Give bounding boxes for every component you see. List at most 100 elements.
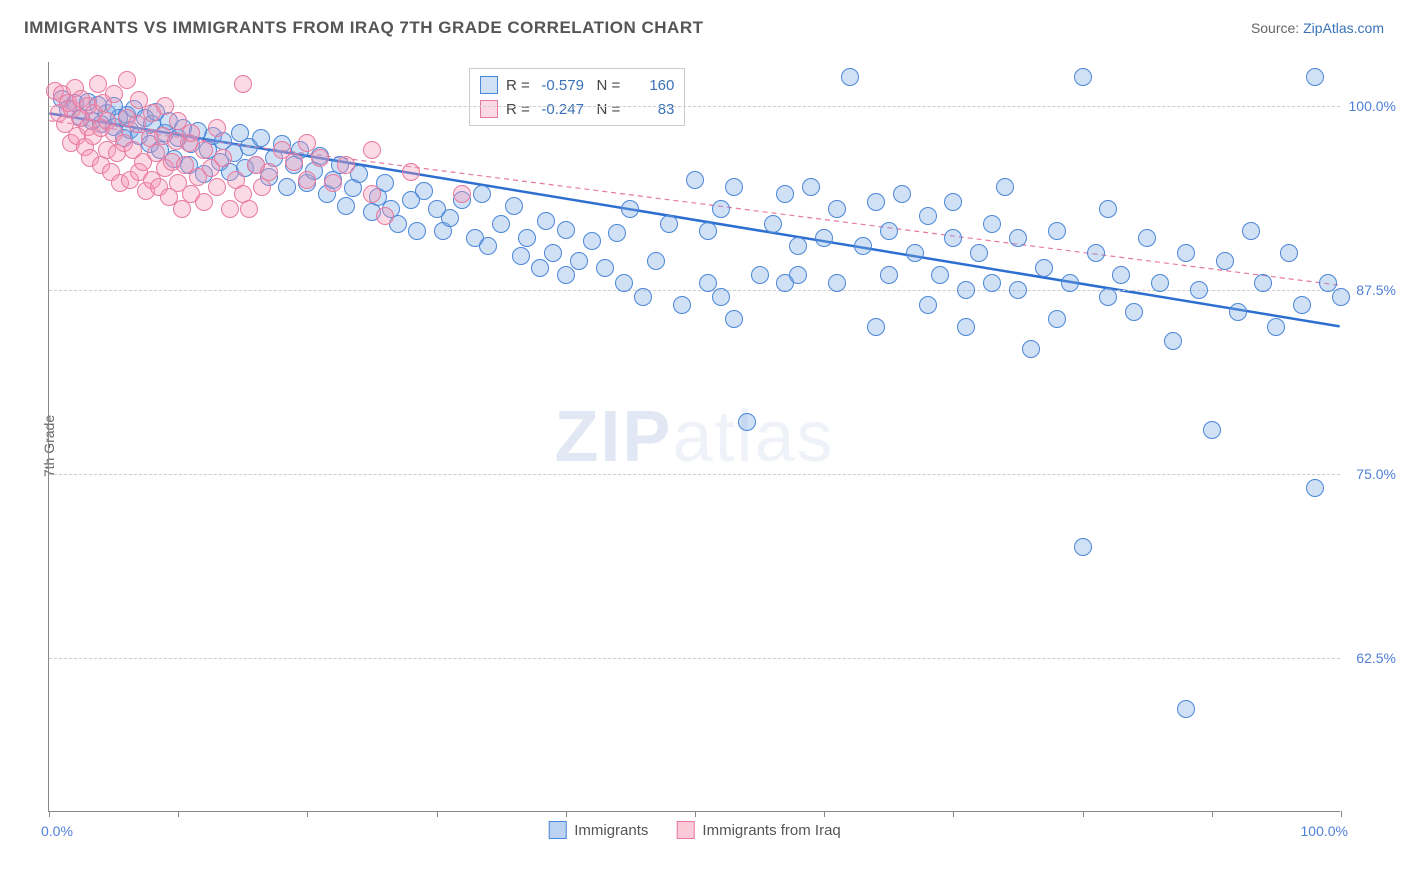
data-point [906, 244, 924, 262]
data-point [512, 247, 530, 265]
data-point [931, 266, 949, 284]
x-tick [824, 811, 825, 817]
data-point [944, 229, 962, 247]
data-point [1203, 421, 1221, 439]
x-tick [1083, 811, 1084, 817]
data-point [789, 237, 807, 255]
data-point [1022, 340, 1040, 358]
y-tick-label: 100.0% [1349, 98, 1396, 114]
data-point [337, 156, 355, 174]
data-point [376, 207, 394, 225]
source-credit: Source: ZipAtlas.com [1251, 20, 1384, 36]
data-point [944, 193, 962, 211]
data-point [1087, 244, 1105, 262]
source-link[interactable]: ZipAtlas.com [1303, 20, 1384, 36]
data-point [815, 229, 833, 247]
data-point [1009, 229, 1027, 247]
data-point [1138, 229, 1156, 247]
data-point [505, 197, 523, 215]
data-point [570, 252, 588, 270]
x-tick-label-left: 0.0% [41, 823, 73, 839]
gridline-horizontal [49, 290, 1340, 291]
data-point [252, 129, 270, 147]
data-point [1061, 274, 1079, 292]
data-point [660, 215, 678, 233]
data-point [893, 185, 911, 203]
data-point [867, 318, 885, 336]
x-tick-label-right: 100.0% [1301, 823, 1348, 839]
gridline-horizontal [49, 474, 1340, 475]
data-point [234, 75, 252, 93]
data-point [1112, 266, 1130, 284]
y-tick-label: 62.5% [1356, 650, 1396, 666]
legend-row: R = -0.579 N = 160 [480, 73, 674, 97]
data-point [647, 252, 665, 270]
data-point [544, 244, 562, 262]
data-point [128, 115, 146, 133]
data-point [983, 274, 1001, 292]
data-point [776, 185, 794, 203]
source-prefix: Source: [1251, 20, 1303, 36]
data-point [608, 224, 626, 242]
x-tick [307, 811, 308, 817]
x-tick [437, 811, 438, 817]
data-point [1254, 274, 1272, 292]
data-point [557, 266, 575, 284]
data-point [957, 281, 975, 299]
y-tick-label: 75.0% [1356, 466, 1396, 482]
data-point [1164, 332, 1182, 350]
data-point [415, 182, 433, 200]
data-point [1229, 303, 1247, 321]
data-point [473, 185, 491, 203]
x-tick [49, 811, 50, 817]
data-point [278, 178, 296, 196]
x-tick [695, 811, 696, 817]
data-point [699, 222, 717, 240]
data-point [1099, 200, 1117, 218]
data-point [105, 85, 123, 103]
data-point [764, 215, 782, 233]
data-point [828, 274, 846, 292]
data-point [634, 288, 652, 306]
data-point [751, 266, 769, 284]
watermark-atlas: atlas [672, 397, 834, 477]
legend-swatch [676, 821, 694, 839]
legend-label: Immigrants [574, 822, 648, 839]
x-tick [566, 811, 567, 817]
data-point [1177, 244, 1195, 262]
data-point [802, 178, 820, 196]
data-point [492, 215, 510, 233]
data-point [867, 193, 885, 211]
data-point [1048, 310, 1066, 328]
data-point [841, 68, 859, 86]
data-point [699, 274, 717, 292]
series-legend: Immigrants Immigrants from Iraq [548, 821, 841, 839]
data-point [615, 274, 633, 292]
data-point [195, 193, 213, 211]
data-point [1242, 222, 1260, 240]
data-point [957, 318, 975, 336]
data-point [1125, 303, 1143, 321]
data-point [738, 413, 756, 431]
data-point [1293, 296, 1311, 314]
watermark-zip: ZIP [554, 397, 672, 477]
data-point [1151, 274, 1169, 292]
data-point [725, 310, 743, 328]
data-point [311, 149, 329, 167]
data-point [712, 200, 730, 218]
data-point [919, 207, 937, 225]
data-point [1267, 318, 1285, 336]
legend-swatch [480, 76, 498, 94]
data-point [1332, 288, 1350, 306]
data-point [531, 259, 549, 277]
data-point [673, 296, 691, 314]
x-tick [178, 811, 179, 817]
legend-swatch [548, 821, 566, 839]
data-point [214, 149, 232, 167]
data-point [1319, 274, 1337, 292]
data-point [725, 178, 743, 196]
data-point [828, 200, 846, 218]
data-point [996, 178, 1014, 196]
legend-row: R = -0.247 N = 83 [480, 97, 674, 121]
legend-item: Immigrants from Iraq [676, 821, 840, 839]
